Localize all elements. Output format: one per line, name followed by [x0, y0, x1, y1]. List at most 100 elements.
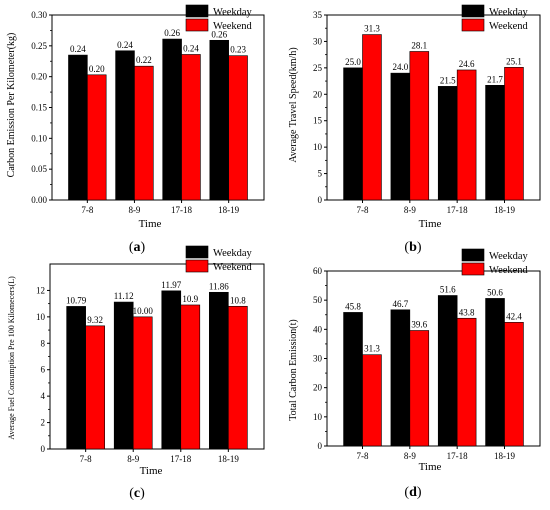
y-tick-label: 0.15	[31, 103, 47, 113]
legend-swatch-weekend	[185, 18, 209, 32]
legend-b: Weekday Weekend	[461, 4, 529, 32]
bars-d: 45.8 31.3 46.7 39.6 51.6 43.8 50.6 42.4	[343, 285, 524, 447]
panel-c: 0 2 4 6 8 10 12 7-8 8-9 17-18 18-19 10.799.32 11.12…	[7, 245, 265, 501]
x-axis-label-a: Time	[139, 218, 162, 230]
x-axis-label-b: Time	[419, 218, 442, 230]
x-tick-label: 17-18	[170, 454, 191, 464]
y-tick-label: 0.10	[31, 133, 47, 143]
panel-label-a: (a)	[129, 240, 146, 255]
y-tick-label: 50	[313, 295, 323, 305]
data-label: 0.20	[89, 64, 105, 74]
legend-label-weekend: Weekend	[213, 262, 253, 273]
data-label: 10.00	[133, 306, 154, 316]
legend-swatch-weekend	[185, 259, 209, 273]
legend-label-weekday: Weekday	[489, 7, 529, 18]
bar-weekend-7-8	[87, 74, 107, 201]
y-tick-label: 30	[313, 36, 323, 46]
y-axis-label-d: Total Carbon Emission(t)	[288, 319, 299, 421]
data-label: 0.23	[230, 45, 246, 55]
y-tick-label: 0	[318, 195, 323, 205]
y-tick-label: 8	[41, 338, 46, 348]
bar-weekday-18-19	[209, 291, 229, 450]
legend-swatch-weekend	[461, 262, 485, 276]
data-label: 50.6	[487, 287, 503, 297]
axes-c: 0 2 4 6 8 10 12 7-8 8-9 17-18 18-19	[36, 263, 265, 464]
data-label: 21.7	[487, 74, 503, 84]
x-tick-label: 8-9	[404, 451, 416, 461]
bar-weekend-18-19	[504, 322, 524, 447]
y-tick-label: 0	[41, 444, 46, 454]
data-label: 9.32	[87, 315, 103, 325]
bar-weekend-17-18	[456, 69, 477, 201]
data-label: 39.6	[411, 320, 427, 330]
x-axis-label-d: Time	[419, 461, 442, 473]
x-tick-label: 18-19	[494, 205, 515, 215]
data-label: 0.24	[117, 40, 133, 50]
panel-label-b: (b)	[404, 240, 421, 255]
data-label: 24.6	[459, 59, 475, 69]
legend-swatch-weekday	[185, 4, 209, 18]
y-tick-label: 5	[318, 169, 323, 179]
data-label: 43.8	[459, 307, 475, 317]
panel-a: 0.00 0.05 0.10 0.15 0.20 0.25 0.30 7-8 8-9 17-18 1…	[6, 4, 265, 255]
x-tick-label: 17-18	[447, 451, 468, 461]
data-label: 0.26	[164, 28, 180, 38]
bar-weekday-7-8	[343, 312, 363, 447]
axes-b: 0 5 10 15 20 25 30 35 7-8 8-9 17-18 18-19	[313, 10, 541, 215]
bar-weekday-18-19	[485, 298, 505, 447]
x-axis-label-c: Time	[140, 465, 163, 477]
bar-weekday-7-8	[343, 67, 363, 201]
x-tick-label: 7-8	[357, 451, 369, 461]
legend-label-weekday: Weekday	[213, 7, 253, 18]
data-label: 21.5	[440, 75, 456, 85]
panel-d: 0 10 20 30 40 50 60 7-8 8-9 17-18 18-19 45.8 31.3 46…	[288, 248, 541, 500]
y-tick-label: 12	[36, 285, 45, 295]
bar-weekend-17-18	[456, 317, 477, 447]
panel-label-c: (c)	[129, 486, 145, 501]
x-tick-label: 8-9	[128, 205, 140, 215]
data-label: 11.97	[161, 280, 181, 290]
y-axis-label-a: Carbon Emission Per Kilometer(kg)	[6, 33, 17, 178]
bar-weekday-8-9	[113, 301, 134, 450]
bar-weekday-17-18	[162, 38, 182, 201]
data-label: 25.1	[506, 56, 522, 66]
y-tick-label: 10	[36, 312, 46, 322]
y-tick-label: 0	[318, 441, 323, 451]
axes-d: 0 10 20 30 40 50 60 7-8 8-9 17-18 18-19	[313, 266, 541, 461]
data-label: 0.22	[136, 55, 152, 65]
bar-weekday-18-19	[209, 39, 229, 201]
x-tick-label: 8-9	[404, 205, 416, 215]
x-tick-label: 7-8	[81, 205, 93, 215]
data-label: 0.24	[70, 44, 86, 54]
y-tick-label: 0.05	[31, 164, 47, 174]
legend-label-weekend: Weekend	[489, 21, 529, 32]
x-tick-label: 18-19	[218, 205, 239, 215]
y-axis-label-c: Average Fuel Consumption Pre 100 Kilomec…	[7, 276, 16, 440]
legend-label-weekday: Weekday	[489, 251, 529, 262]
y-axis-label-b: Average Travel Speed(km/h)	[288, 47, 299, 162]
legend-c: Weekday Weekend	[185, 245, 253, 273]
bar-weekend-8-9	[134, 65, 154, 201]
data-label: 0.24	[183, 43, 199, 53]
data-label: 51.6	[440, 285, 456, 295]
x-tick-label: 17-18	[447, 205, 468, 215]
bar-weekend-7-8	[85, 325, 105, 450]
bar-weekday-8-9	[390, 72, 411, 201]
bar-weekday-17-18	[437, 295, 458, 447]
y-tick-label: 6	[41, 365, 46, 375]
bar-weekend-18-19	[228, 55, 248, 201]
bar-weekend-8-9	[132, 316, 153, 450]
bar-weekend-7-8	[362, 354, 382, 447]
bar-weekday-18-19	[485, 85, 505, 201]
bars-b: 25.0 31.3 24.0 28.1 21.524.6 21.725.1	[343, 24, 524, 201]
y-tick-label: 20	[313, 89, 323, 99]
y-tick-label: 15	[313, 116, 323, 126]
data-label: 11.12	[114, 291, 134, 301]
legend-d: Weekday Weekend	[461, 248, 529, 276]
data-label: 45.8	[345, 301, 361, 311]
y-tick-label: 25	[313, 63, 323, 73]
bar-weekend-7-8	[362, 34, 382, 201]
data-label: 31.3	[364, 24, 380, 34]
